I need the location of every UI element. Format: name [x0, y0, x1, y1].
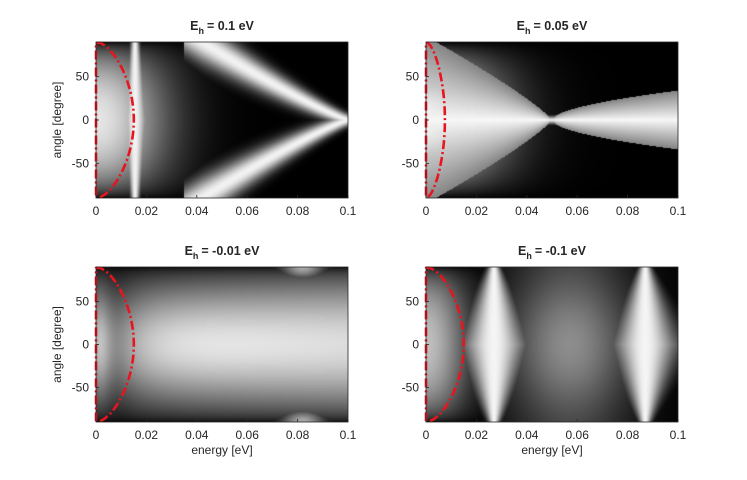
x-tick-label: 0.06: [566, 428, 590, 442]
title-subscript: h: [525, 26, 531, 36]
panel-title: Eh = 0.05 eV: [517, 19, 588, 36]
panel-title: Eh = 0.1 eV: [190, 19, 254, 36]
overlay-curve-panel-1: [94, 41, 136, 199]
y-tick-label: -50: [402, 381, 420, 395]
y-tick-label: -50: [72, 156, 90, 170]
axes-panel-2: 0 0.02 0.04 0.06 0.08 0.1 50 0 -50 Eh = 0.05 eV: [402, 19, 687, 218]
y-tick-label: 0: [412, 338, 419, 352]
overlay-curve-panel-2: [424, 41, 447, 198]
x-tick-label: 0.04: [515, 428, 539, 442]
y-tick-label: 0: [412, 113, 419, 127]
axes-panel-3: 0 0.02 0.04 0.06 0.08 0.1 50 0 -50 angle [degree]…: [50, 244, 357, 457]
panel-title: Eh = -0.1 eV: [518, 244, 587, 261]
x-tick-label: 0: [93, 204, 100, 218]
title-subscript: h: [198, 26, 204, 36]
title-symbol: E: [517, 19, 525, 33]
title-symbol: E: [190, 19, 198, 33]
x-tick-label: 0.04: [515, 204, 539, 218]
x-tick-label: 0.06: [566, 204, 590, 218]
title-value: = 0.05 eV: [533, 19, 588, 33]
x-tick-label: 0.04: [185, 428, 209, 442]
x-axis-label: energy [eV]: [191, 443, 252, 457]
y-axis-label: angle [degree]: [50, 306, 64, 383]
x-tick-label: 0.06: [236, 428, 260, 442]
x-tick-label: 0.02: [465, 428, 489, 442]
axes-panel-4: 0 0.02 0.04 0.06 0.08 0.1 50 0 -50 energy [eV] Eh =…: [402, 244, 687, 457]
x-tick-label: 0.06: [236, 204, 260, 218]
x-tick-label: 0.08: [616, 204, 640, 218]
x-tick-label: 0.1: [340, 204, 357, 218]
y-tick-label: 50: [406, 294, 420, 308]
title-symbol: E: [185, 244, 193, 258]
axes-panel-1: 0 0.02 0.04 0.06 0.08 0.1 50 0 -50 angle [degree]…: [50, 19, 357, 218]
heatmap-panel-4: [426, 267, 678, 422]
y-tick-label: -50: [402, 156, 420, 170]
x-tick-label: 0: [93, 428, 100, 442]
y-axis-label: angle [degree]: [50, 82, 64, 159]
title-value: = -0.01 eV: [201, 244, 260, 258]
title-subscript: h: [526, 251, 532, 261]
overlay-curve-panel-4: [424, 266, 466, 423]
heatmap-panel-2: [426, 42, 678, 198]
x-tick-label: 0.08: [616, 428, 640, 442]
x-tick-label: 0.08: [286, 204, 310, 218]
x-tick-label: 0.02: [135, 204, 159, 218]
y-tick-label: 0: [82, 113, 89, 127]
title-subscript: h: [193, 251, 199, 261]
x-tick-label: 0.02: [465, 204, 489, 218]
x-tick-label: 0.02: [135, 428, 159, 442]
title-symbol: E: [518, 244, 526, 258]
x-tick-label: 0.04: [185, 204, 209, 218]
x-axis-label: energy [eV]: [521, 443, 582, 457]
x-tick-label: 0.1: [670, 428, 687, 442]
y-tick-label: 50: [76, 70, 90, 84]
heatmap-panel-3: [96, 267, 348, 422]
x-tick-label: 0.08: [286, 428, 310, 442]
title-value: = -0.1 eV: [535, 244, 587, 258]
x-tick-label: 0: [423, 428, 430, 442]
x-tick-label: 0.1: [670, 204, 687, 218]
title-value: = 0.1 eV: [207, 19, 255, 33]
overlay-curve-panel-3: [94, 266, 136, 423]
y-tick-label: 50: [76, 294, 90, 308]
y-tick-label: -50: [72, 381, 90, 395]
x-tick-label: 0: [423, 204, 430, 218]
x-tick-label: 0.1: [340, 428, 357, 442]
panel-title: Eh = -0.01 eV: [185, 244, 261, 261]
y-tick-label: 0: [82, 338, 89, 352]
heatmap-panel-1: [96, 42, 348, 198]
y-tick-label: 50: [406, 70, 420, 84]
